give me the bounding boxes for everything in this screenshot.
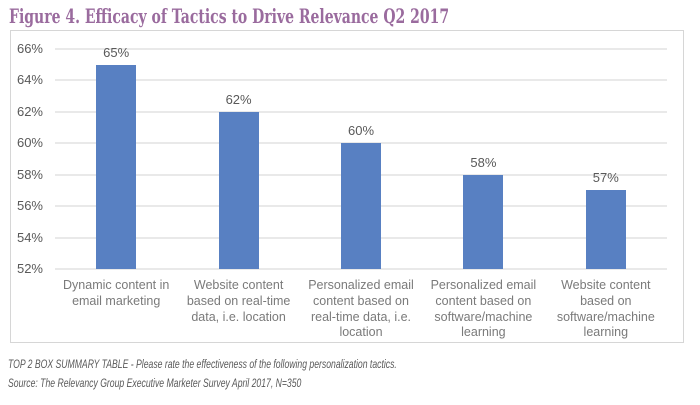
gridline <box>55 79 667 82</box>
bar-data-label: 58% <box>470 154 497 170</box>
bar <box>585 190 626 269</box>
y-axis-tick-label: 64% <box>16 72 43 88</box>
figure-title: Figure 4. Efficacy of Tactics to Drive R… <box>9 4 450 28</box>
x-axis-category-label: Website content based on software/machin… <box>556 278 655 340</box>
bar-data-label: 57% <box>592 170 619 186</box>
y-axis-tick-label: 60% <box>16 135 43 151</box>
y-axis-tick-label: 58% <box>16 166 43 182</box>
y-axis-tick-label: 52% <box>16 261 43 276</box>
gridline <box>55 110 667 113</box>
bar <box>218 111 259 269</box>
bar <box>96 64 137 269</box>
gridline <box>55 268 667 270</box>
gridline <box>55 48 667 50</box>
bar <box>463 174 504 269</box>
y-axis-tick-label: 56% <box>16 198 43 214</box>
x-axis-category-label: Personalized email content based on real… <box>308 278 414 340</box>
y-axis-tick-label: 66% <box>16 41 43 56</box>
y-axis-tick-label: 62% <box>16 103 43 119</box>
footnote-question: TOP 2 BOX SUMMARY TABLE - Please rate th… <box>8 357 397 371</box>
bar-data-label: 62% <box>225 91 252 107</box>
x-axis-category-label: Website content based on real-time data,… <box>186 278 291 324</box>
bar <box>341 143 381 269</box>
bar-data-label: 60% <box>347 123 375 139</box>
y-axis-tick-label: 54% <box>16 229 43 245</box>
footnote-source: Source: The Relevancy Group Executive Ma… <box>8 376 302 390</box>
x-axis-category-label: Personalized email content based on soft… <box>430 278 537 340</box>
x-axis-category-label: Dynamic content in email marketing <box>63 278 170 308</box>
bar-data-label: 65% <box>103 44 130 60</box>
chart-frame: 52% 54% 56% 58% 60% 62% 64% 66% 65% Dynamic conte… <box>10 30 684 343</box>
